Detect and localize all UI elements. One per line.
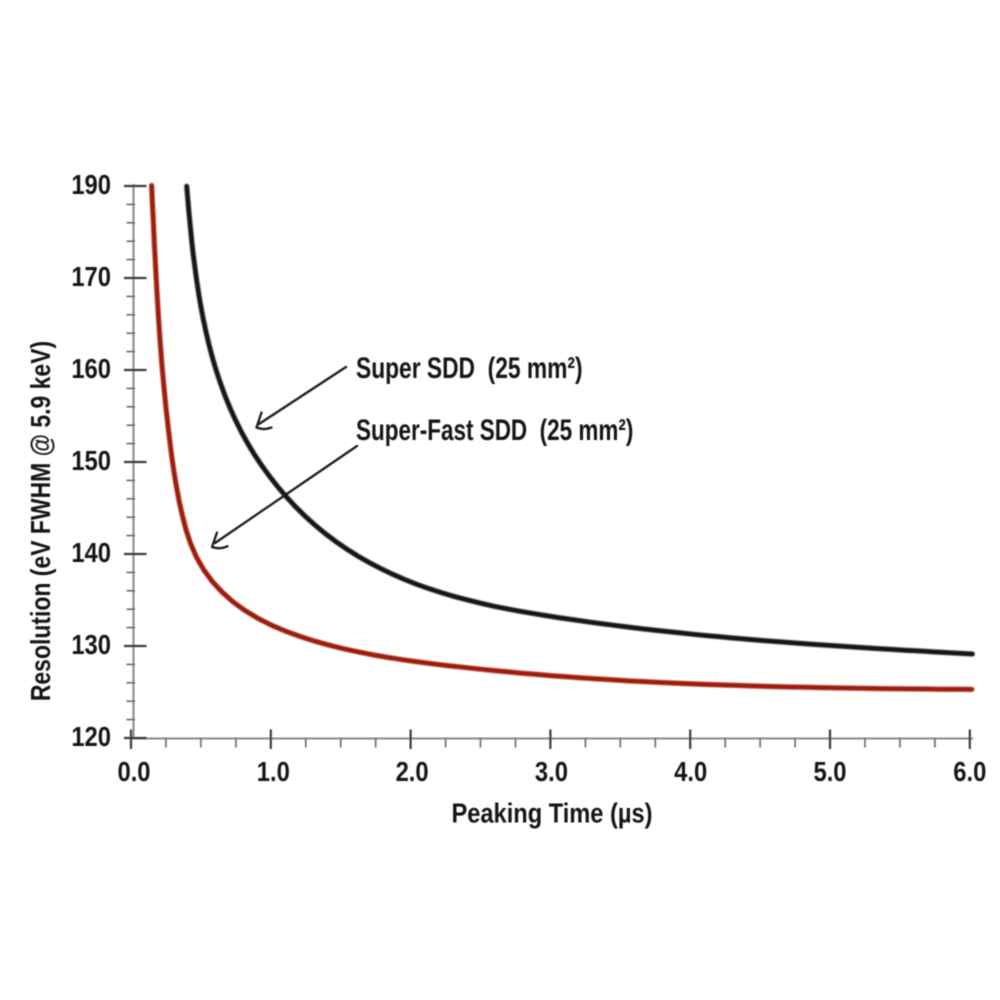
svg-text:Peaking Time (µs): Peaking Time (µs): [452, 799, 653, 829]
svg-text:150: 150: [71, 444, 111, 476]
svg-text:2.0: 2.0: [396, 755, 429, 787]
svg-text:4.0: 4.0: [674, 755, 707, 787]
svg-text:120: 120: [71, 720, 111, 752]
svg-text:Super-Fast SDD (25 mm²): Super-Fast SDD (25 mm²): [356, 413, 633, 447]
svg-text:140: 140: [71, 536, 111, 568]
svg-text:Resolution (eV FWHM @ 5.9 keV): Resolution (eV FWHM @ 5.9 keV): [26, 341, 57, 701]
svg-text:1.0: 1.0: [257, 755, 290, 787]
svg-text:3.0: 3.0: [535, 755, 568, 787]
svg-text:190: 190: [71, 168, 111, 200]
svg-text:160: 160: [71, 352, 111, 384]
svg-text:130: 130: [71, 628, 111, 660]
svg-text:0.0: 0.0: [117, 755, 150, 787]
svg-text:5.0: 5.0: [813, 755, 846, 787]
svg-text:Super SDD (25 mm²): Super SDD (25 mm²): [356, 351, 583, 385]
svg-text:6.0: 6.0: [953, 755, 986, 787]
svg-text:170: 170: [71, 260, 111, 292]
